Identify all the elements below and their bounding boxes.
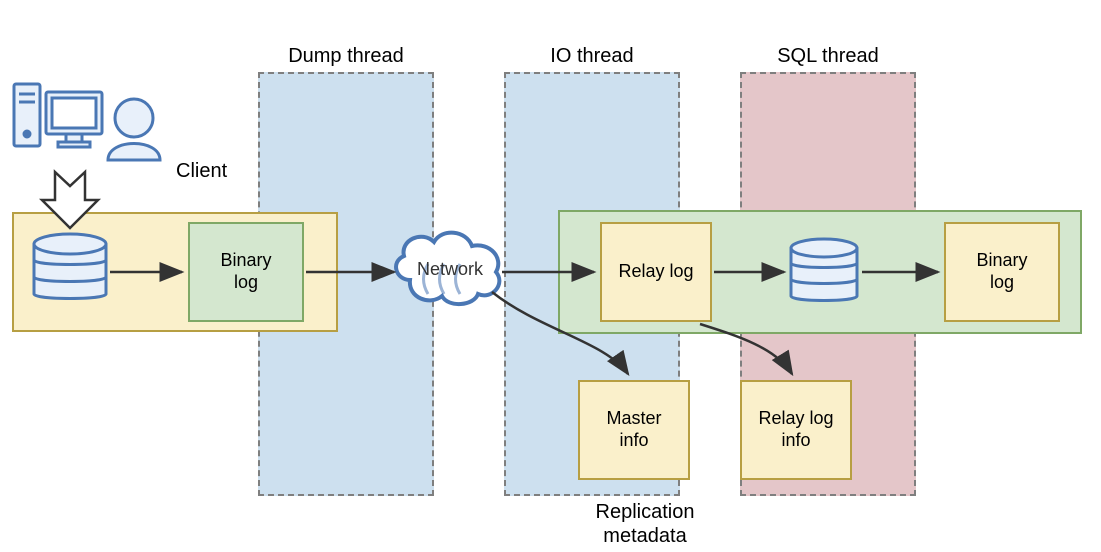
master-info-label: Master info: [606, 408, 661, 451]
master-info-node: Master info: [578, 380, 690, 480]
client-label: Client: [176, 160, 227, 183]
relay-log-info-label: Relay log info: [758, 408, 833, 451]
io-thread-label: IO thread: [504, 45, 680, 68]
relay-log-info-node: Relay log info: [740, 380, 852, 480]
sql-thread-label: SQL thread: [740, 45, 916, 68]
client-user-icon: [108, 99, 160, 160]
replication-metadata-label: Replication metadata: [560, 500, 730, 548]
relay-log-label: Relay log: [618, 261, 693, 283]
binary-log-master-label: Binary log: [220, 250, 271, 293]
relay-log-node: Relay log: [600, 222, 712, 322]
dump-thread-label: Dump thread: [258, 45, 434, 68]
binary-log-master-node: Binary log: [188, 222, 304, 322]
binary-log-slave-label: Binary log: [976, 250, 1027, 293]
client-computer-icon: [14, 84, 102, 147]
binary-log-slave-node: Binary log: [944, 222, 1060, 322]
